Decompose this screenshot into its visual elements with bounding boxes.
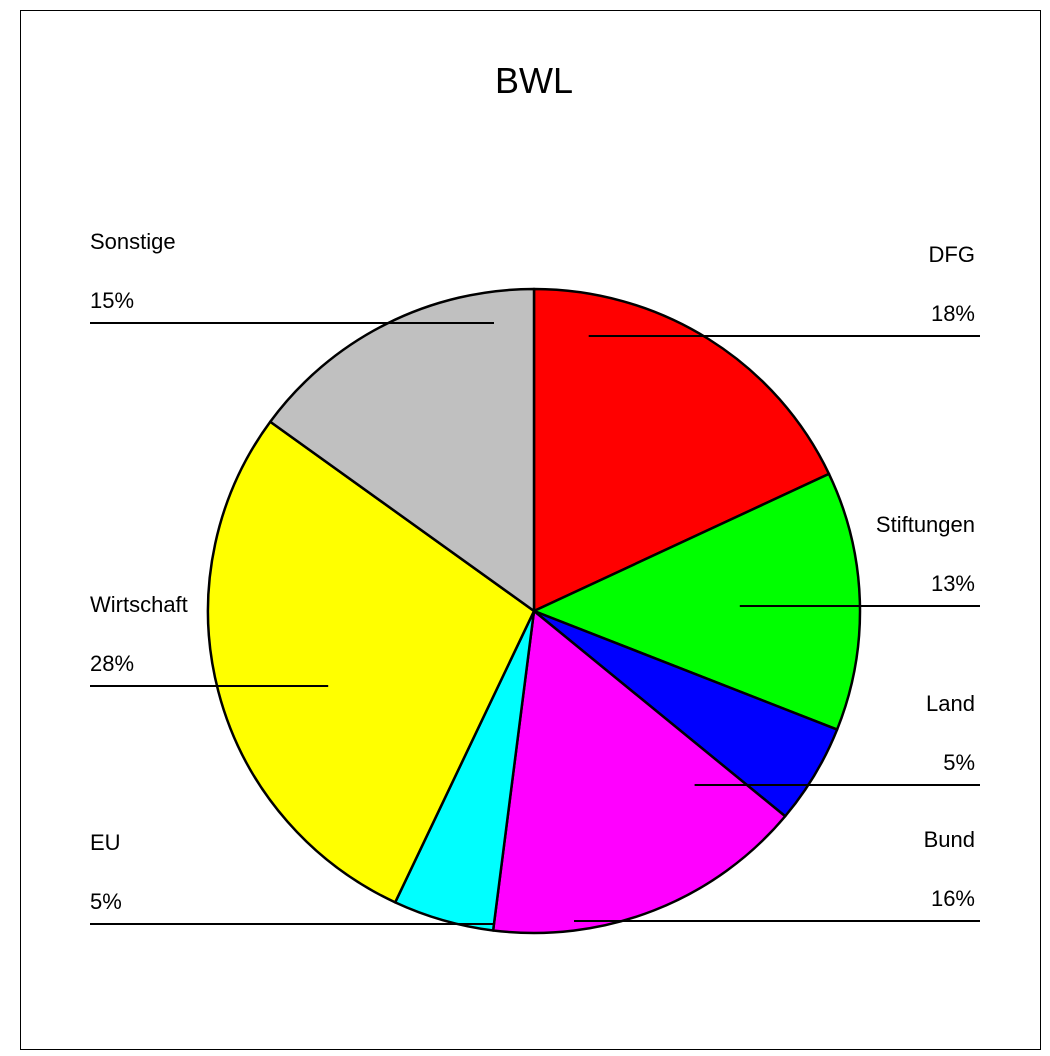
pie-slice-bund [491, 609, 787, 935]
pie-slices [206, 287, 862, 935]
slice-label-stiftungen: Stiftungen [876, 512, 975, 537]
pie-slice-sonstige [269, 287, 536, 613]
chart-title: BWL [495, 60, 573, 101]
slice-percent-dfg: 18% [931, 301, 975, 326]
slice-percent-stiftungen: 13% [931, 571, 975, 596]
pie-slice-dfg [532, 287, 831, 613]
slice-percent-land: 5% [943, 750, 975, 775]
slice-percent-bund: 16% [931, 886, 975, 911]
slice-label-land: Land [926, 691, 975, 716]
slice-percent-wirtschaft: 28% [90, 651, 134, 676]
pie-slice-stiftungen [532, 472, 862, 731]
slice-label-sonstige: Sonstige [90, 229, 176, 254]
slice-percent-eu: 5% [90, 889, 122, 914]
pie-slice-wirtschaft [206, 420, 536, 904]
slice-label-eu: EU [90, 830, 121, 855]
slice-label-wirtschaft: Wirtschaft [90, 592, 188, 617]
slice-label-dfg: DFG [929, 242, 975, 267]
slice-percent-sonstige: 15% [90, 288, 134, 313]
slice-labels: DFG 18% Stiftungen 13% Land 5% Bund 16% EU 5% Wirt… [90, 229, 980, 925]
slice-label-bund: Bund [924, 827, 975, 852]
